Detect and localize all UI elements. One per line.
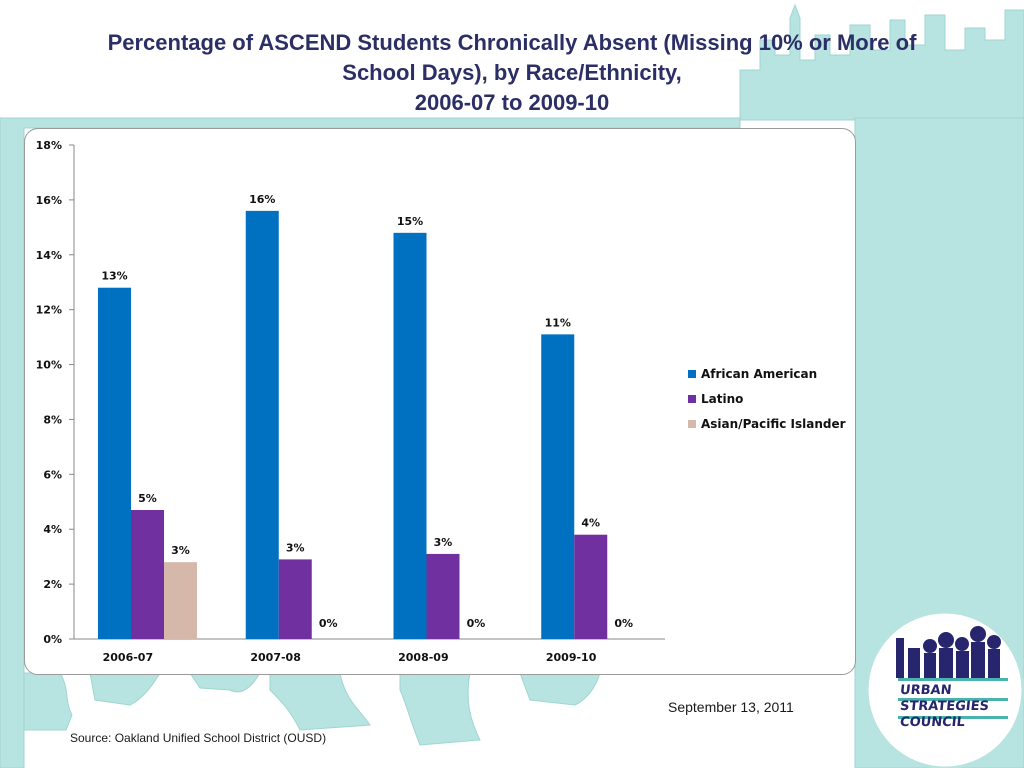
y-tick-label: 16% bbox=[36, 194, 62, 207]
data-label: 3% bbox=[286, 541, 305, 554]
y-tick-label: 2% bbox=[43, 578, 62, 591]
legend-label: African American bbox=[701, 367, 817, 381]
source-note: Source: Oakland Unified School District … bbox=[70, 731, 327, 745]
chart-panel: 0% 2% 4% 6% 8% 10% 12% 14% 16% 18% 13% 5% 3% 2006-07 1… bbox=[24, 128, 856, 675]
bar bbox=[131, 510, 164, 639]
title-line-2: School Days), by Race/Ethnicity, bbox=[342, 60, 682, 85]
bar bbox=[245, 210, 279, 639]
logo-text-line-2: STRATEGIES bbox=[899, 699, 990, 714]
x-tick-label: 2007-08 bbox=[250, 651, 301, 664]
y-tick-label: 4% bbox=[43, 523, 62, 536]
urban-strategies-council-logo bbox=[896, 626, 1008, 719]
bar bbox=[574, 534, 608, 639]
logo-text-line-1: URBAN bbox=[899, 683, 953, 698]
slide-date: September 13, 2011 bbox=[668, 699, 794, 715]
data-label: 3% bbox=[434, 536, 453, 549]
data-label: 11% bbox=[545, 316, 571, 329]
y-tick-label: 0% bbox=[43, 633, 62, 646]
y-tick-label: 12% bbox=[36, 304, 62, 317]
data-label: 13% bbox=[101, 270, 127, 283]
bar bbox=[426, 553, 460, 639]
title-line-3: 2006-07 to 2009-10 bbox=[414, 90, 610, 115]
logo-text-line-3: COUNCIL bbox=[899, 715, 966, 730]
y-tick-label: 10% bbox=[36, 359, 62, 372]
data-label: 16% bbox=[249, 193, 275, 206]
y-tick-label: 8% bbox=[43, 413, 62, 426]
data-label: 4% bbox=[581, 517, 600, 530]
legend-label: Asian/Pacific Islander bbox=[701, 417, 846, 431]
title-line-1: Percentage of ASCEND Students Chronicall… bbox=[107, 30, 917, 55]
y-tick-label: 6% bbox=[43, 468, 62, 481]
x-tick-label: 2006-07 bbox=[103, 651, 154, 664]
logo-tower-shape bbox=[896, 638, 904, 678]
legend-swatch bbox=[688, 420, 696, 428]
data-label: 15% bbox=[397, 215, 423, 228]
people-silhouette-shape bbox=[23, 672, 601, 746]
legend-label: Latino bbox=[701, 392, 743, 406]
y-tick-label: 18% bbox=[36, 139, 62, 152]
slide-title: Percentage of ASCEND Students Chronicall… bbox=[0, 28, 1024, 118]
bar-chart: 0% 2% 4% 6% 8% 10% 12% 14% 16% 18% 13% 5% 3% 2006-07 1… bbox=[36, 139, 846, 664]
legend-swatch bbox=[688, 395, 696, 403]
x-tick-label: 2008-09 bbox=[398, 651, 449, 664]
data-label: 0% bbox=[319, 617, 338, 630]
x-tick-label: 2009-10 bbox=[546, 651, 597, 664]
bar bbox=[164, 562, 197, 639]
legend-swatch bbox=[688, 370, 696, 378]
bar bbox=[278, 559, 312, 639]
bar bbox=[98, 287, 131, 639]
data-label: 3% bbox=[171, 544, 190, 557]
data-label: 0% bbox=[614, 617, 633, 630]
data-label: 0% bbox=[467, 617, 486, 630]
y-tick-label: 14% bbox=[36, 249, 62, 262]
bar bbox=[393, 232, 427, 640]
bar bbox=[541, 334, 575, 639]
data-label: 5% bbox=[138, 492, 157, 505]
skyline-shape bbox=[739, 3, 1024, 121]
